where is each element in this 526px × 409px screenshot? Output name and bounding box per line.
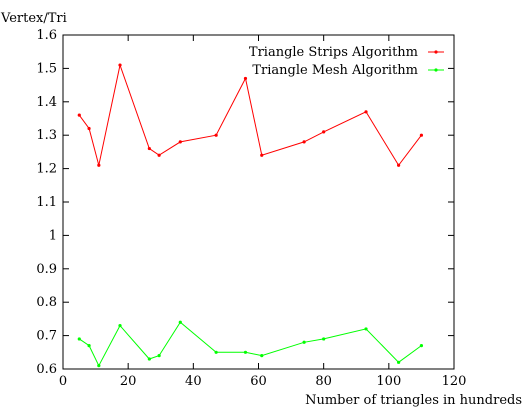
data-point	[178, 320, 182, 324]
data-point	[260, 153, 264, 157]
x-tick-label: 120	[442, 374, 467, 389]
legend-marker-strips	[434, 50, 438, 54]
data-point	[97, 364, 101, 368]
data-point	[157, 153, 161, 157]
y-tick-label: 0.7	[36, 329, 57, 344]
data-point	[302, 140, 306, 144]
y-tick-label: 1.2	[36, 162, 57, 177]
series-line-0	[78, 63, 422, 167]
data-point	[243, 350, 248, 354]
data-point	[118, 323, 122, 328]
x-tick-label: 100	[376, 374, 401, 389]
y-axis-title: Vertex/Tri	[0, 11, 67, 26]
x-tick-label: 0	[59, 374, 67, 389]
series-line-1	[79, 321, 422, 367]
data-point	[77, 113, 81, 117]
y-tick-label: 1.4	[36, 95, 57, 110]
y-tick-label: 1.3	[36, 128, 57, 143]
data-point	[97, 163, 101, 167]
x-tick-label: 20	[120, 374, 137, 389]
data-point	[77, 337, 81, 341]
data-point	[364, 110, 368, 114]
y-tick-label: 1.1	[36, 195, 57, 210]
x-axis-title: Number of triangles in hundreds	[305, 393, 522, 408]
y-tick-label: 0.8	[36, 295, 57, 310]
y-tick-label: 0.9	[36, 262, 57, 277]
data-point	[118, 63, 122, 67]
x-tick-label: 60	[250, 374, 267, 389]
legend-label-mesh: Triangle Mesh Algorithm	[252, 63, 418, 78]
legend: Triangle Strips Algorithm Triangle Mesh …	[249, 45, 444, 78]
legend-marker-mesh	[434, 68, 438, 72]
data-point	[364, 327, 368, 331]
data-point	[87, 344, 91, 348]
data-point	[157, 354, 161, 358]
data-point	[178, 140, 182, 144]
x-tick-label: 40	[185, 374, 202, 389]
data-point	[302, 340, 306, 344]
data-point	[147, 357, 151, 361]
axis-ticks: 0.6 0.7 0.8 0.9 1 1.1 1.2 1.3 1.4 1.5 1.6 0 20 40 60 80…	[36, 28, 466, 389]
y-tick-label: 0.6	[36, 362, 57, 377]
data-point	[322, 337, 326, 341]
series-lines	[77, 63, 424, 368]
plot-frame	[62, 34, 455, 370]
y-tick-label: 1	[49, 228, 57, 243]
data-point	[397, 360, 401, 364]
data-point	[87, 126, 91, 131]
data-point	[419, 344, 424, 348]
data-point	[322, 130, 326, 134]
data-point	[419, 133, 424, 137]
data-point	[147, 146, 151, 151]
y-tick-label: 1.5	[36, 61, 57, 76]
legend-label-strips: Triangle Strips Algorithm	[249, 45, 418, 60]
data-point	[214, 350, 218, 354]
data-point	[260, 354, 264, 358]
data-point	[214, 133, 218, 137]
data-point	[397, 163, 401, 167]
x-tick-label: 80	[315, 374, 332, 389]
y-tick-label: 1.6	[36, 28, 57, 43]
data-point	[243, 76, 248, 81]
